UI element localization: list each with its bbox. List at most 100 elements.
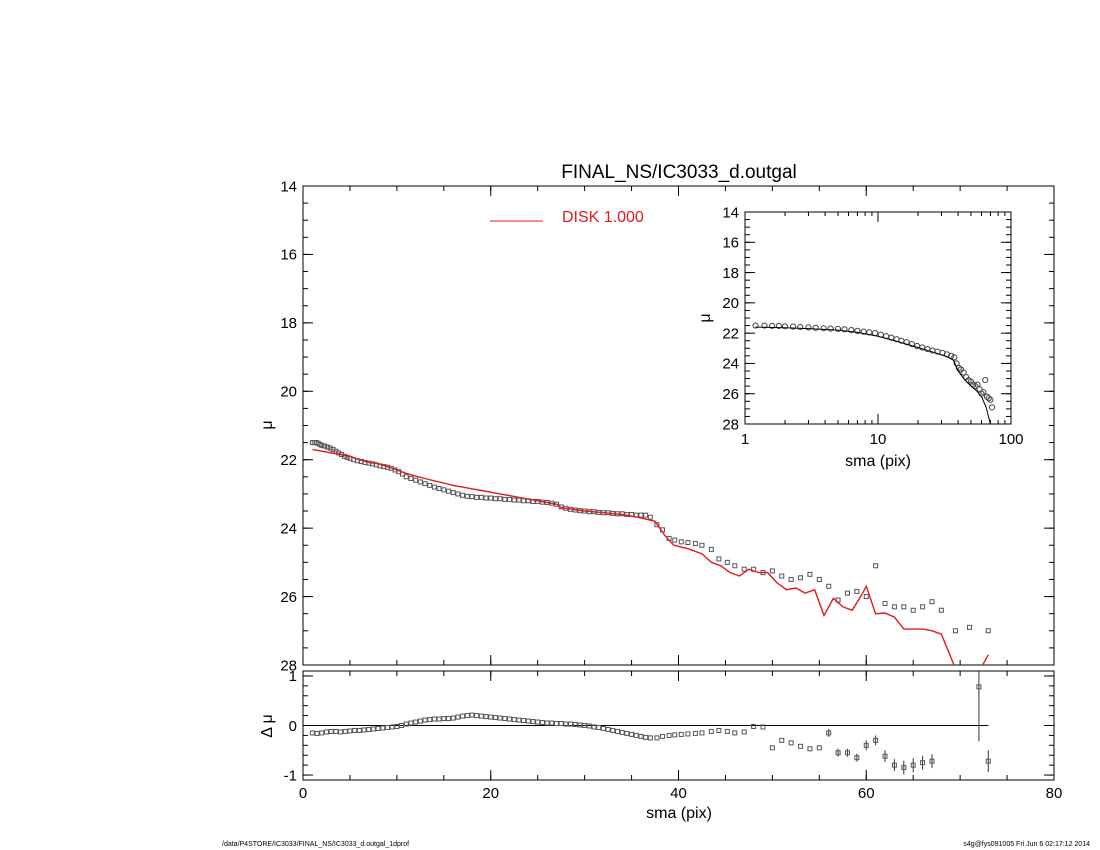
main-data-point [692, 541, 698, 547]
residual-data-point [333, 728, 339, 734]
residual-data-point [535, 719, 541, 725]
inset-data-point [960, 369, 967, 376]
inset-data-point [988, 404, 996, 411]
inset-x-tick-label: 100 [998, 431, 1023, 448]
residual-data-point [629, 731, 635, 737]
inset-data-point [790, 323, 797, 330]
residual-data-point [605, 726, 611, 732]
inset-data-point [812, 324, 819, 331]
residual-data-point [408, 720, 414, 726]
main-data-point [422, 481, 428, 487]
residual-data-point [572, 722, 578, 728]
residual-y-tick-label: -1 [284, 767, 297, 784]
residual-data-point [619, 729, 625, 735]
main-y-tick-label: 16 [280, 247, 297, 264]
main-data-point [807, 571, 813, 577]
main-data-point [488, 495, 494, 501]
main-data-point [638, 512, 644, 518]
residual-data-point [309, 730, 315, 736]
inset-data-point [951, 354, 958, 361]
residual-data-point [450, 715, 456, 721]
main-data-point [478, 494, 484, 500]
residual-data-point [910, 762, 916, 768]
residual-data-point [624, 730, 630, 736]
main-data-point [985, 628, 991, 634]
residual-data-point [816, 745, 822, 751]
residual-data-point [441, 716, 447, 722]
inset-data-point [860, 328, 867, 335]
main-data-point [502, 496, 508, 502]
inset-data-point [982, 376, 989, 384]
inset-data-point [987, 396, 994, 403]
residual-data-point [976, 684, 982, 690]
main-data-point [319, 442, 325, 448]
main-data-point [732, 563, 738, 569]
residual-data-point [788, 740, 794, 746]
residual-data-point [488, 714, 494, 720]
main-data-point [413, 477, 419, 483]
residual-data-point [389, 724, 395, 730]
residual-data-point [741, 729, 747, 735]
residual-data-point [384, 724, 390, 730]
residual-data-point [446, 716, 452, 722]
residual-data-point [394, 723, 400, 729]
residual-data-point [497, 715, 503, 721]
main-y-tick-label: 18 [280, 315, 297, 332]
main-data-point [788, 576, 794, 582]
residual-data-point [469, 712, 475, 718]
residual-x-tick-label: 40 [670, 785, 687, 802]
main-data-point [441, 487, 447, 493]
residual-x-tick-label: 20 [482, 785, 499, 802]
main-data-point [826, 583, 832, 589]
residual-data-point [502, 716, 508, 722]
main-y-axis-label: μ [259, 420, 276, 429]
inset-y-tick-label: 22 [722, 325, 739, 342]
residual-data-point [544, 720, 550, 726]
residual-data-point [633, 732, 639, 738]
residual-data-point [399, 723, 405, 728]
residual-data-point [338, 729, 344, 735]
main-data-point [873, 563, 879, 569]
residual-data-point [854, 755, 860, 761]
residual-data-point [807, 746, 813, 752]
inset-x-tick-label: 10 [870, 431, 887, 448]
main-data-point [464, 493, 470, 499]
inset-y-axis-label: μ [697, 313, 714, 322]
inset-data-point [820, 325, 827, 332]
residual-data-point [403, 721, 409, 727]
inset-y-tick-label: 18 [722, 265, 739, 282]
inset-y-tick-label: 24 [722, 356, 739, 373]
residual-data-point [516, 717, 522, 723]
main-data-point [417, 479, 423, 485]
main-data-point [521, 498, 527, 504]
main-data-point [672, 537, 678, 543]
residual-data-point [643, 734, 649, 740]
main-y-tick-label: 20 [280, 384, 297, 401]
main-data-point [455, 491, 461, 497]
main-data-point [431, 484, 437, 490]
inset-data-point [805, 324, 812, 331]
residual-data-point [882, 753, 888, 759]
inset-y-tick-label: 14 [722, 204, 739, 221]
inset-data-point [903, 339, 910, 346]
inset-y-tick-label: 16 [722, 235, 739, 252]
main-data-point [446, 488, 452, 494]
main-data-point [450, 490, 456, 496]
disk-model-line [312, 448, 989, 665]
inset-data-point [854, 327, 861, 334]
inset-data-point [781, 323, 789, 330]
inset-data-point [908, 340, 916, 348]
residual-data-point [760, 724, 766, 730]
residual-data-point [413, 719, 419, 725]
residual-data-point [798, 743, 804, 749]
main-data-point [436, 485, 442, 491]
residual-data-point [380, 725, 386, 731]
inset-y-tick-label: 20 [722, 295, 739, 312]
residual-y-tick-label: 1 [289, 668, 297, 685]
residual-data-point [464, 713, 470, 719]
main-data-point [779, 573, 785, 579]
main-data-point [929, 599, 935, 605]
residual-data-point [835, 750, 841, 756]
